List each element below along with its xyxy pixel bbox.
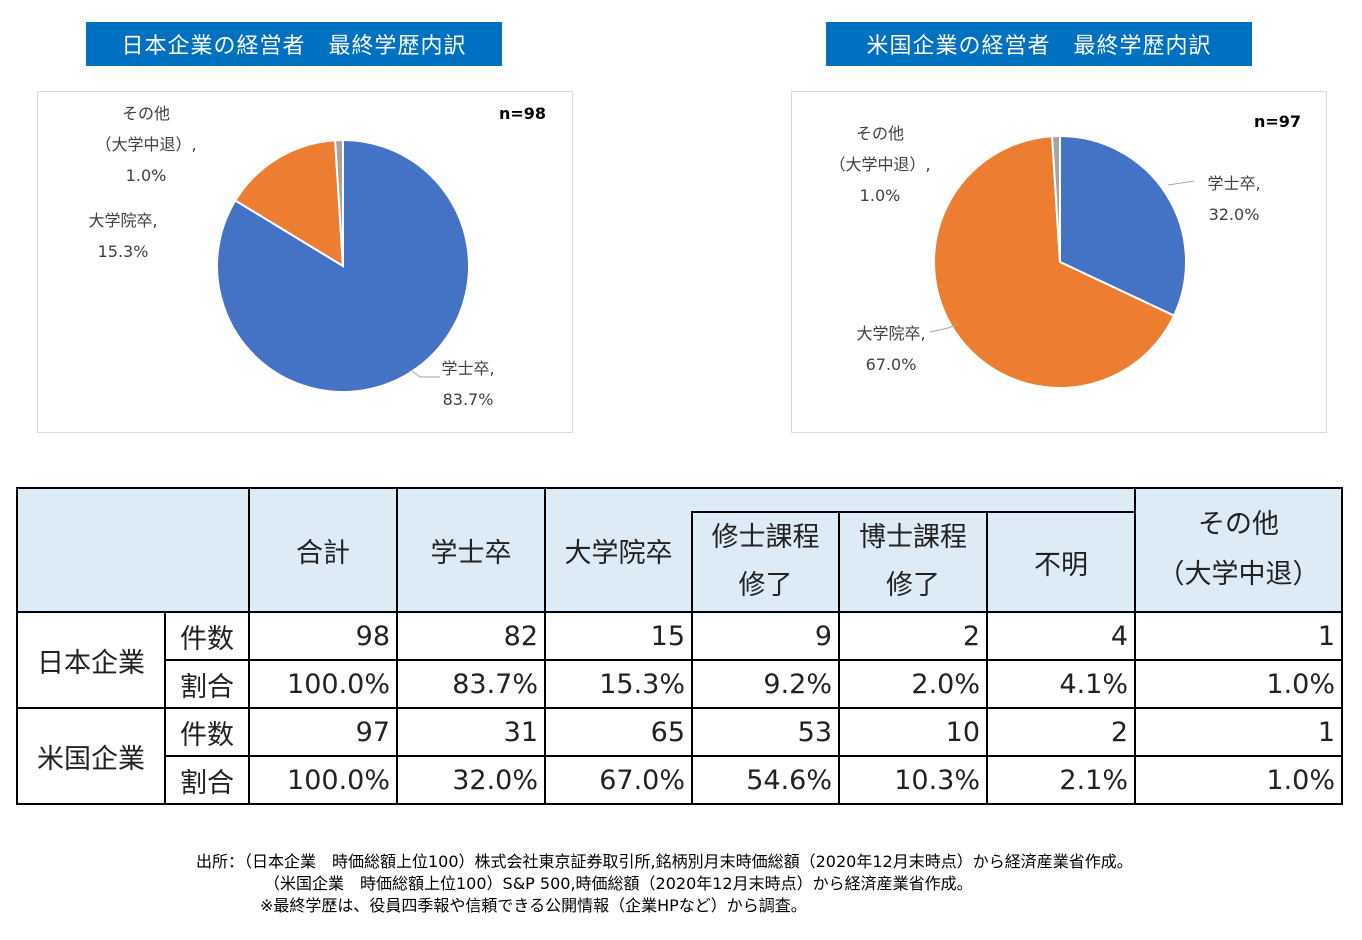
us-graduate-value: 67.0% [865, 355, 917, 374]
cell: 53 [691, 707, 840, 757]
source-notes: 出所：（日本企業 時価総額上位100）株式会社東京証券取引所,銘柄別月末時価総額… [196, 851, 1133, 917]
us-pie-chart: n=97 その他 （大学中退）, 1.0% 学士卒, 32.0% 大学院卒, 6… [791, 91, 1327, 433]
leader-line-bachelor [411, 370, 440, 378]
cell: 31 [396, 707, 546, 757]
header-master-line2: 修了 [738, 570, 793, 601]
japan-bachelor-value: 83.7% [442, 390, 494, 409]
header-empty-cell [16, 487, 250, 613]
leader-line-graduate [929, 323, 959, 333]
japan-bachelor-name: 学士卒, [441, 359, 495, 378]
header-unknown: 不明 [985, 511, 1137, 613]
group-japan: 日本企業 [16, 611, 166, 709]
japan-graduate-value: 15.3% [97, 242, 149, 261]
cell: 2 [838, 611, 988, 661]
japan-n-label: n=98 [499, 104, 547, 123]
row-label: 件数 [164, 611, 250, 661]
table-row: 割合 100.0% 83.7% 15.3% 9.2% 2.0% 4.1% 1.0… [17, 659, 1344, 709]
group-us: 米国企業 [16, 707, 166, 805]
leader-line-bachelor [1167, 180, 1195, 186]
us-other-value: 1.0% [859, 186, 901, 205]
header-master: 修士課程 修了 [691, 511, 840, 613]
cell: 100.0% [248, 755, 398, 805]
header-graduate: 大学院卒 [544, 487, 692, 613]
japan-label-graduate: 大学院卒, 15.3% [68, 205, 178, 267]
us-label-bachelor: 学士卒, 32.0% [1194, 168, 1274, 230]
cell: 10.3% [838, 755, 988, 805]
cell: 83.7% [396, 659, 546, 709]
us-label-other: その他 （大学中退）, 1.0% [820, 118, 940, 211]
cell: 9.2% [691, 659, 840, 709]
education-table: 合計 学士卒 大学院卒 その他 （大学中退） 修士課程 修了 博士課程 修了 不… [16, 487, 1344, 805]
row-label: 件数 [164, 707, 250, 757]
us-bachelor-name: 学士卒, [1207, 174, 1261, 193]
header-doctor-line1: 博士課程 [859, 522, 967, 553]
header-doctor-line2: 修了 [886, 570, 940, 601]
us-n-label: n=97 [1254, 112, 1302, 131]
header-other: その他 （大学中退） [1134, 487, 1344, 613]
header-bachelor: 学士卒 [396, 487, 546, 613]
cell: 54.6% [691, 755, 840, 805]
cell: 2.1% [985, 755, 1137, 805]
cell: 10 [838, 707, 988, 757]
note-line-2: （米国企業 時価総額上位100）S&P 500,時価総額（2020年12月末時点… [264, 874, 973, 893]
header-other-line1: その他 [1198, 509, 1280, 540]
cell: 82 [396, 611, 546, 661]
cell: 1.0% [1134, 659, 1344, 709]
us-slice-graduate [933, 135, 1176, 389]
japan-other-name: その他 （大学中退）, [95, 104, 197, 154]
cell: 98 [248, 611, 398, 661]
us-slice-bachelor [1059, 134, 1187, 317]
cell: 100.0% [248, 659, 398, 709]
japan-pie-chart: n=98 その他 （大学中退）, 1.0% 大学院卒, 15.3% 学士卒, 8… [37, 91, 573, 433]
us-label-graduate: 大学院卒, 67.0% [836, 318, 946, 380]
cell: 2 [985, 707, 1137, 757]
us-chart-title: 米国企業の経営者 最終学歴内訳 [826, 22, 1252, 66]
cell: 9 [691, 611, 840, 661]
cell: 32.0% [396, 755, 546, 805]
table-subheader-row: 修士課程 修了 博士課程 修了 不明 [17, 511, 1342, 613]
row-label: 割合 [164, 755, 250, 805]
table-row: 割合 100.0% 32.0% 67.0% 54.6% 10.3% 2.1% 1… [17, 755, 1344, 805]
japan-graduate-name: 大学院卒, [88, 211, 158, 230]
table-row: 米国企業 件数 97 31 65 53 10 2 1 [16, 707, 1344, 805]
japan-other-value: 1.0% [125, 166, 167, 185]
japan-pie-svg [216, 138, 470, 393]
us-slice-other [1051, 134, 1061, 263]
japan-chart-title: 日本企業の経営者 最終学歴内訳 [86, 22, 502, 66]
us-pie-svg [929, 134, 1195, 389]
header-other-line2: （大学中退） [1157, 559, 1320, 590]
table-row: 日本企業 件数 98 82 15 9 2 4 1 [16, 611, 1344, 709]
cell: 2.0% [838, 659, 988, 709]
japan-slice-graduate [233, 139, 345, 268]
japan-label-other: その他 （大学中退）, 1.0% [86, 98, 206, 191]
note-line-3: ※最終学歴は、役員四季報や信頼できる公開情報（企業HPなど）から調査。 [260, 896, 807, 915]
header-total: 合計 [248, 487, 398, 613]
japan-label-bachelor: 学士卒, 83.7% [418, 353, 518, 415]
cell: 15.3% [544, 659, 693, 709]
japan-slice-other [334, 138, 344, 267]
cell: 4 [985, 611, 1137, 661]
row-label: 割合 [164, 659, 250, 709]
table-header-row: 合計 学士卒 大学院卒 その他 （大学中退） [16, 487, 1344, 613]
cell: 1 [1134, 707, 1344, 757]
cell: 97 [248, 707, 398, 757]
header-master-line1: 修士課程 [711, 522, 820, 553]
note-line-1: 出所：（日本企業 時価総額上位100）株式会社東京証券取引所,銘柄別月末時価総額… [196, 852, 1133, 871]
cell: 65 [544, 707, 693, 757]
cell: 4.1% [985, 659, 1137, 709]
us-bachelor-value: 32.0% [1208, 205, 1260, 224]
cell: 1.0% [1134, 755, 1344, 805]
cell: 1 [1134, 611, 1344, 661]
header-doctor: 博士課程 修了 [838, 511, 988, 613]
us-other-name: その他 （大学中退）, [829, 124, 931, 174]
us-graduate-name: 大学院卒, [856, 324, 926, 343]
header-graduate-span [692, 487, 1137, 513]
cell: 15 [544, 611, 693, 661]
cell: 67.0% [544, 755, 693, 805]
